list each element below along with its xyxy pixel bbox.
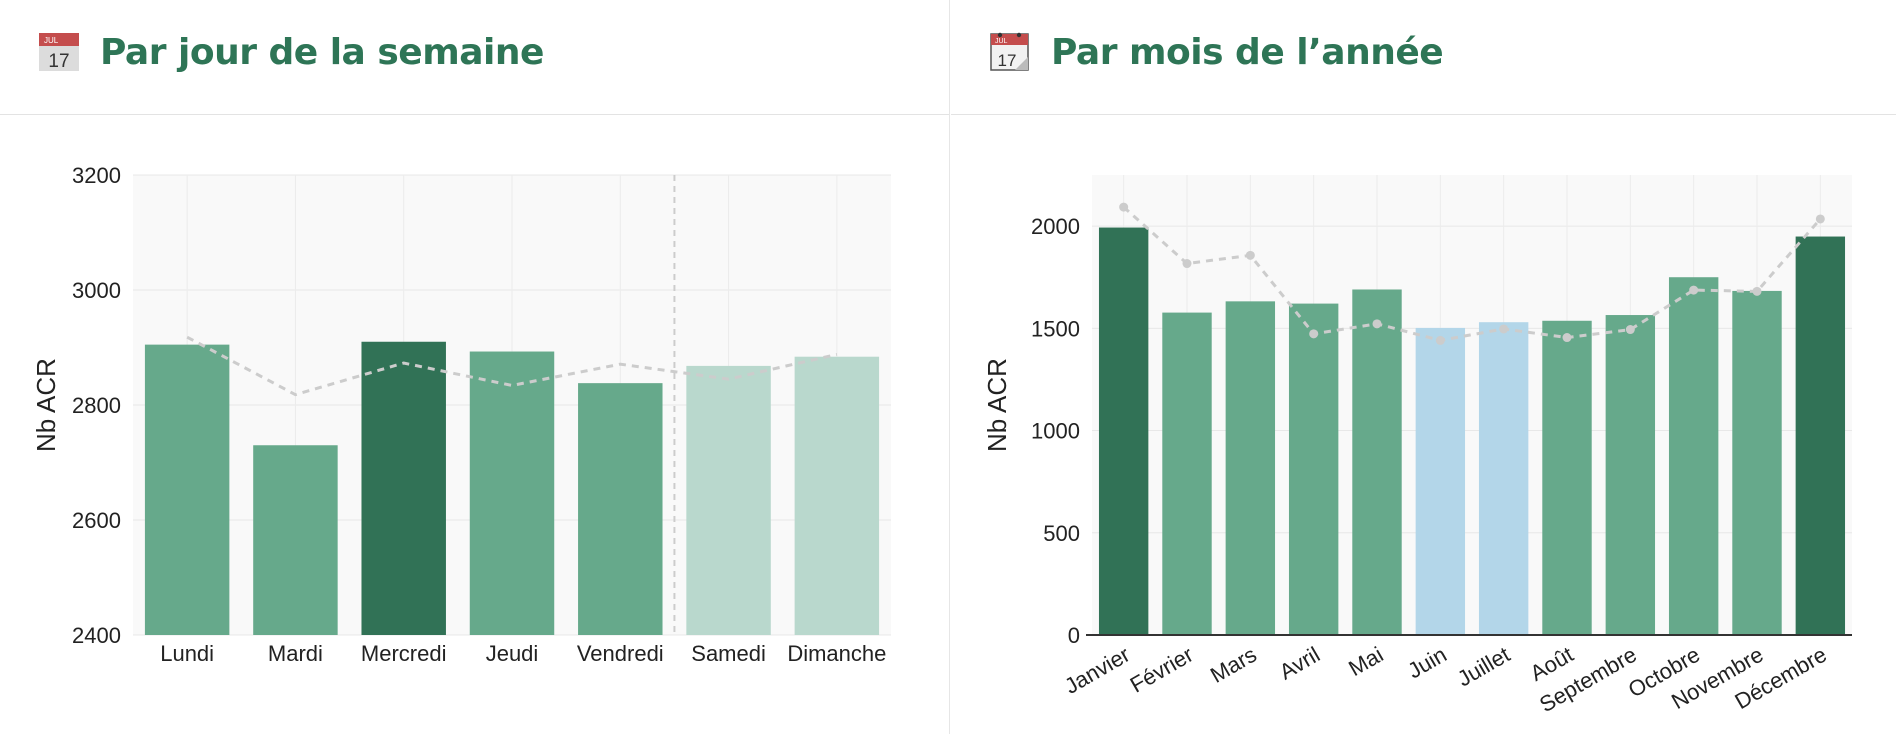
month-y-tick-label: 0 [1068, 623, 1080, 648]
svg-text:JUL: JUL [995, 38, 1008, 45]
weekday-y-tick-label: 2400 [72, 623, 121, 648]
weekday-panel: JUL 17 Par jour de la semaine 2400 2600 28… [0, 0, 950, 734]
month-bar-3 [1288, 303, 1339, 635]
month-bar-6 [1478, 322, 1529, 635]
month-bar-7 [1542, 320, 1592, 635]
weekday-bar-2 [361, 341, 446, 635]
month-trend-point [1372, 319, 1382, 329]
month-x-tick-label: Mai [1344, 642, 1387, 681]
month-trend-point [1435, 335, 1445, 345]
weekday-x-tick-label: Samedi [691, 641, 766, 666]
month-bar-4 [1352, 289, 1402, 635]
weekday-bar-1 [253, 445, 338, 635]
month-trend-point [1245, 250, 1255, 260]
month-panel-title: Par mois de l’année [1051, 32, 1444, 73]
weekday-panel-header: JUL 17 Par jour de la semaine [0, 0, 949, 115]
month-x-tick-label: Juillet [1453, 642, 1514, 692]
month-trend-line [1122, 205, 1822, 342]
svg-text:17: 17 [998, 51, 1017, 70]
weekday-x-tick-label: Mardi [268, 641, 323, 666]
month-bar-9 [1668, 277, 1719, 635]
month-trend-point [1562, 333, 1572, 343]
month-bar-0 [1098, 227, 1149, 635]
month-y-tick-label: 1000 [1031, 419, 1080, 444]
month-trend-point [1689, 285, 1699, 295]
month-bar-8 [1605, 315, 1656, 635]
month-x-tick-label: Février [1126, 642, 1198, 698]
month-y-tick-label: 1500 [1031, 316, 1080, 341]
weekday-y-axis-title: Nb ACR [31, 358, 61, 452]
weekday-x-tick-label: Dimanche [787, 641, 886, 666]
weekday-bar-chart: 2400 2600 2800 3000 3200 Lundi Mardi Mercredi Je… [31, 163, 891, 666]
weekday-bar-3 [469, 351, 555, 635]
svg-text:17: 17 [48, 51, 69, 72]
month-trend-point [1309, 329, 1319, 339]
month-y-tick-label: 2000 [1031, 214, 1080, 239]
tear-off-calendar-icon: JUL 17 [990, 32, 1029, 71]
month-trend-point [1625, 325, 1635, 335]
month-panel-header: JUL 17 Par mois de l’année [951, 0, 1896, 115]
weekday-bar-4 [578, 383, 663, 635]
svg-text:JUL: JUL [44, 36, 59, 45]
month-bar-1 [1162, 312, 1212, 635]
month-trend-point [1182, 259, 1192, 269]
month-trend-point [1499, 324, 1509, 334]
month-x-tick-label: Avril [1275, 642, 1324, 685]
month-trend-point [1119, 202, 1129, 212]
month-trend-point [1815, 214, 1825, 224]
weekday-bar-5 [686, 365, 771, 635]
month-x-tick-label: Juin [1403, 642, 1450, 684]
month-plot-area [1092, 175, 1852, 635]
weekday-trend-line [186, 335, 838, 397]
month-panel: JUL 17 Par mois de l’année 0 500 1000 1500 2… [951, 0, 1896, 734]
weekday-y-tick-label: 2600 [72, 508, 121, 533]
month-x-tick-label: Mars [1206, 642, 1261, 688]
month-bar-10 [1732, 290, 1782, 635]
month-bar-11 [1795, 236, 1846, 635]
month-bar-2 [1225, 301, 1276, 635]
weekday-x-tick-label: Lundi [160, 641, 214, 666]
weekday-panel-title: Par jour de la semaine [100, 32, 544, 73]
weekday-x-tick-label: Jeudi [486, 641, 539, 666]
weekday-y-tick-label: 3200 [72, 163, 121, 188]
weekday-x-tick-label: Vendredi [577, 641, 664, 666]
weekday-y-tick-label: 2800 [72, 393, 121, 418]
month-y-axis-title: Nb ACR [982, 358, 1012, 452]
month-trend-point [1752, 286, 1762, 296]
calendar-icon: JUL 17 [39, 33, 79, 72]
weekday-x-tick-label: Mercredi [361, 641, 447, 666]
month-x-tick-label: Janvier [1060, 642, 1134, 699]
weekday-y-tick-label: 3000 [72, 278, 121, 303]
month-y-tick-label: 500 [1043, 521, 1080, 546]
month-bar-5 [1415, 327, 1466, 635]
weekday-bar-0 [144, 344, 230, 635]
weekday-bar-6 [794, 356, 880, 635]
